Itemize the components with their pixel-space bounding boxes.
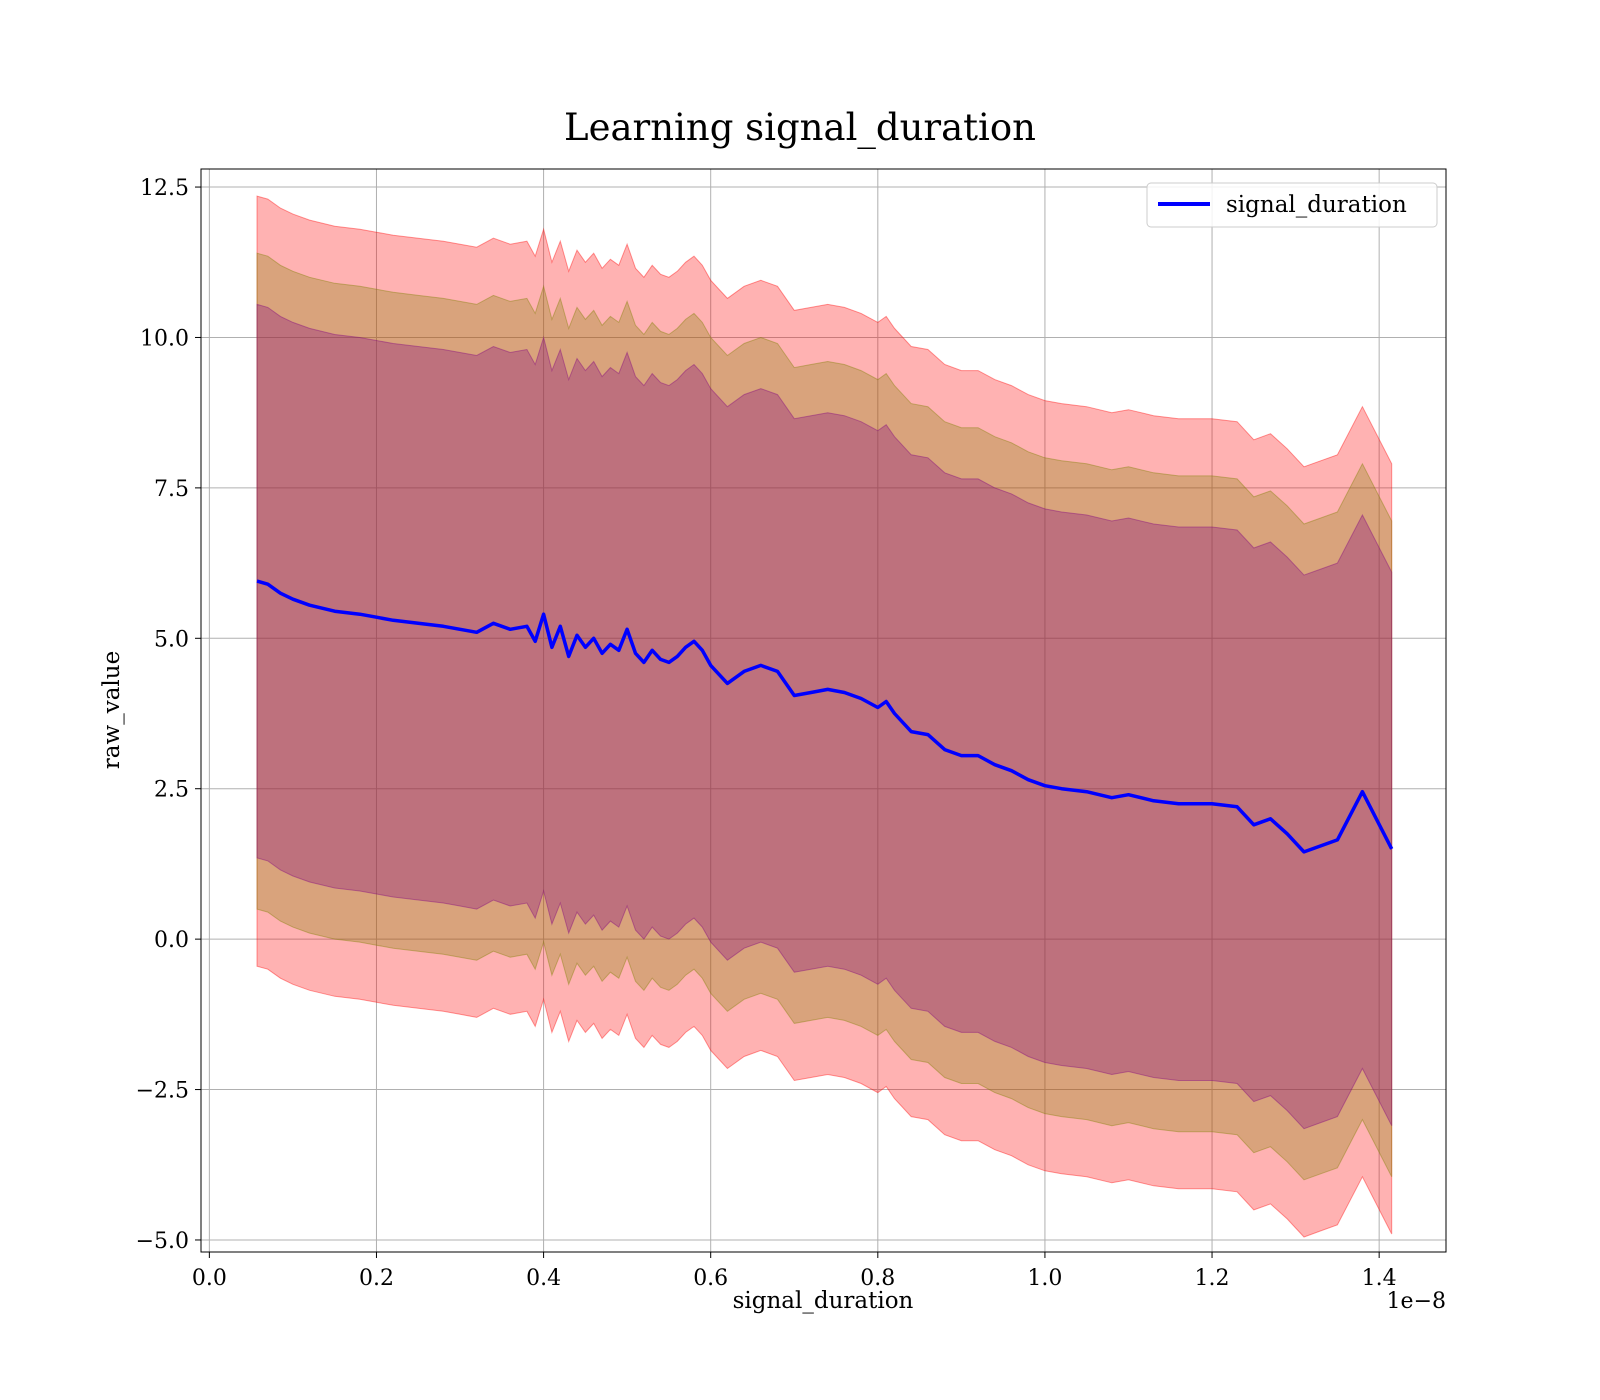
x-offset-label: 1e−8 (1387, 1289, 1446, 1314)
grid (201, 169, 1446, 1252)
series-lines (256, 579, 1394, 854)
x-tick-label: 1.4 (1362, 1266, 1397, 1291)
y-tick-label: −2.5 (136, 1079, 189, 1104)
y-tick-label: −5.0 (136, 1229, 189, 1254)
x-axis: 0.0 0.2 0.4 0.6 0.8 1.0 1.2 1.4 (192, 1252, 1397, 1291)
x-axis-label: signal_duration (733, 1288, 914, 1314)
legend-box (1146, 182, 1438, 228)
series-line-signal-duration (256, 579, 1394, 854)
error-band (256, 303, 1393, 1130)
y-tick-label: 0.0 (154, 928, 189, 953)
y-tick-label: 2.5 (154, 778, 189, 803)
y-axis-label: raw_value (99, 651, 125, 769)
x-tick-label: 0.6 (693, 1266, 728, 1291)
x-tick-label: 0.8 (860, 1266, 895, 1291)
plot-frame (200, 168, 1447, 1253)
x-tick-label: 1.2 (1195, 1266, 1230, 1291)
x-tick-label: 1.0 (1027, 1266, 1062, 1291)
y-tick-label: 12.5 (140, 176, 189, 201)
error-band (256, 252, 1393, 1181)
legend: signal_duration (1146, 182, 1438, 228)
legend-label: signal_duration (1226, 192, 1407, 218)
y-tick-label: 5.0 (154, 627, 189, 652)
y-axis: −5.0 −2.5 0.0 2.5 5.0 7.5 10.0 12.5 (136, 176, 201, 1254)
error-band (256, 195, 1393, 1238)
chart-title: Learning signal_duration (564, 106, 1036, 150)
x-tick-label: 0.4 (526, 1266, 561, 1291)
y-tick-label: 7.5 (154, 477, 189, 502)
y-tick-label: 10.0 (140, 326, 189, 351)
x-tick-label: 0.0 (192, 1266, 227, 1291)
error-bands (256, 195, 1393, 1238)
x-tick-label: 0.2 (359, 1266, 394, 1291)
